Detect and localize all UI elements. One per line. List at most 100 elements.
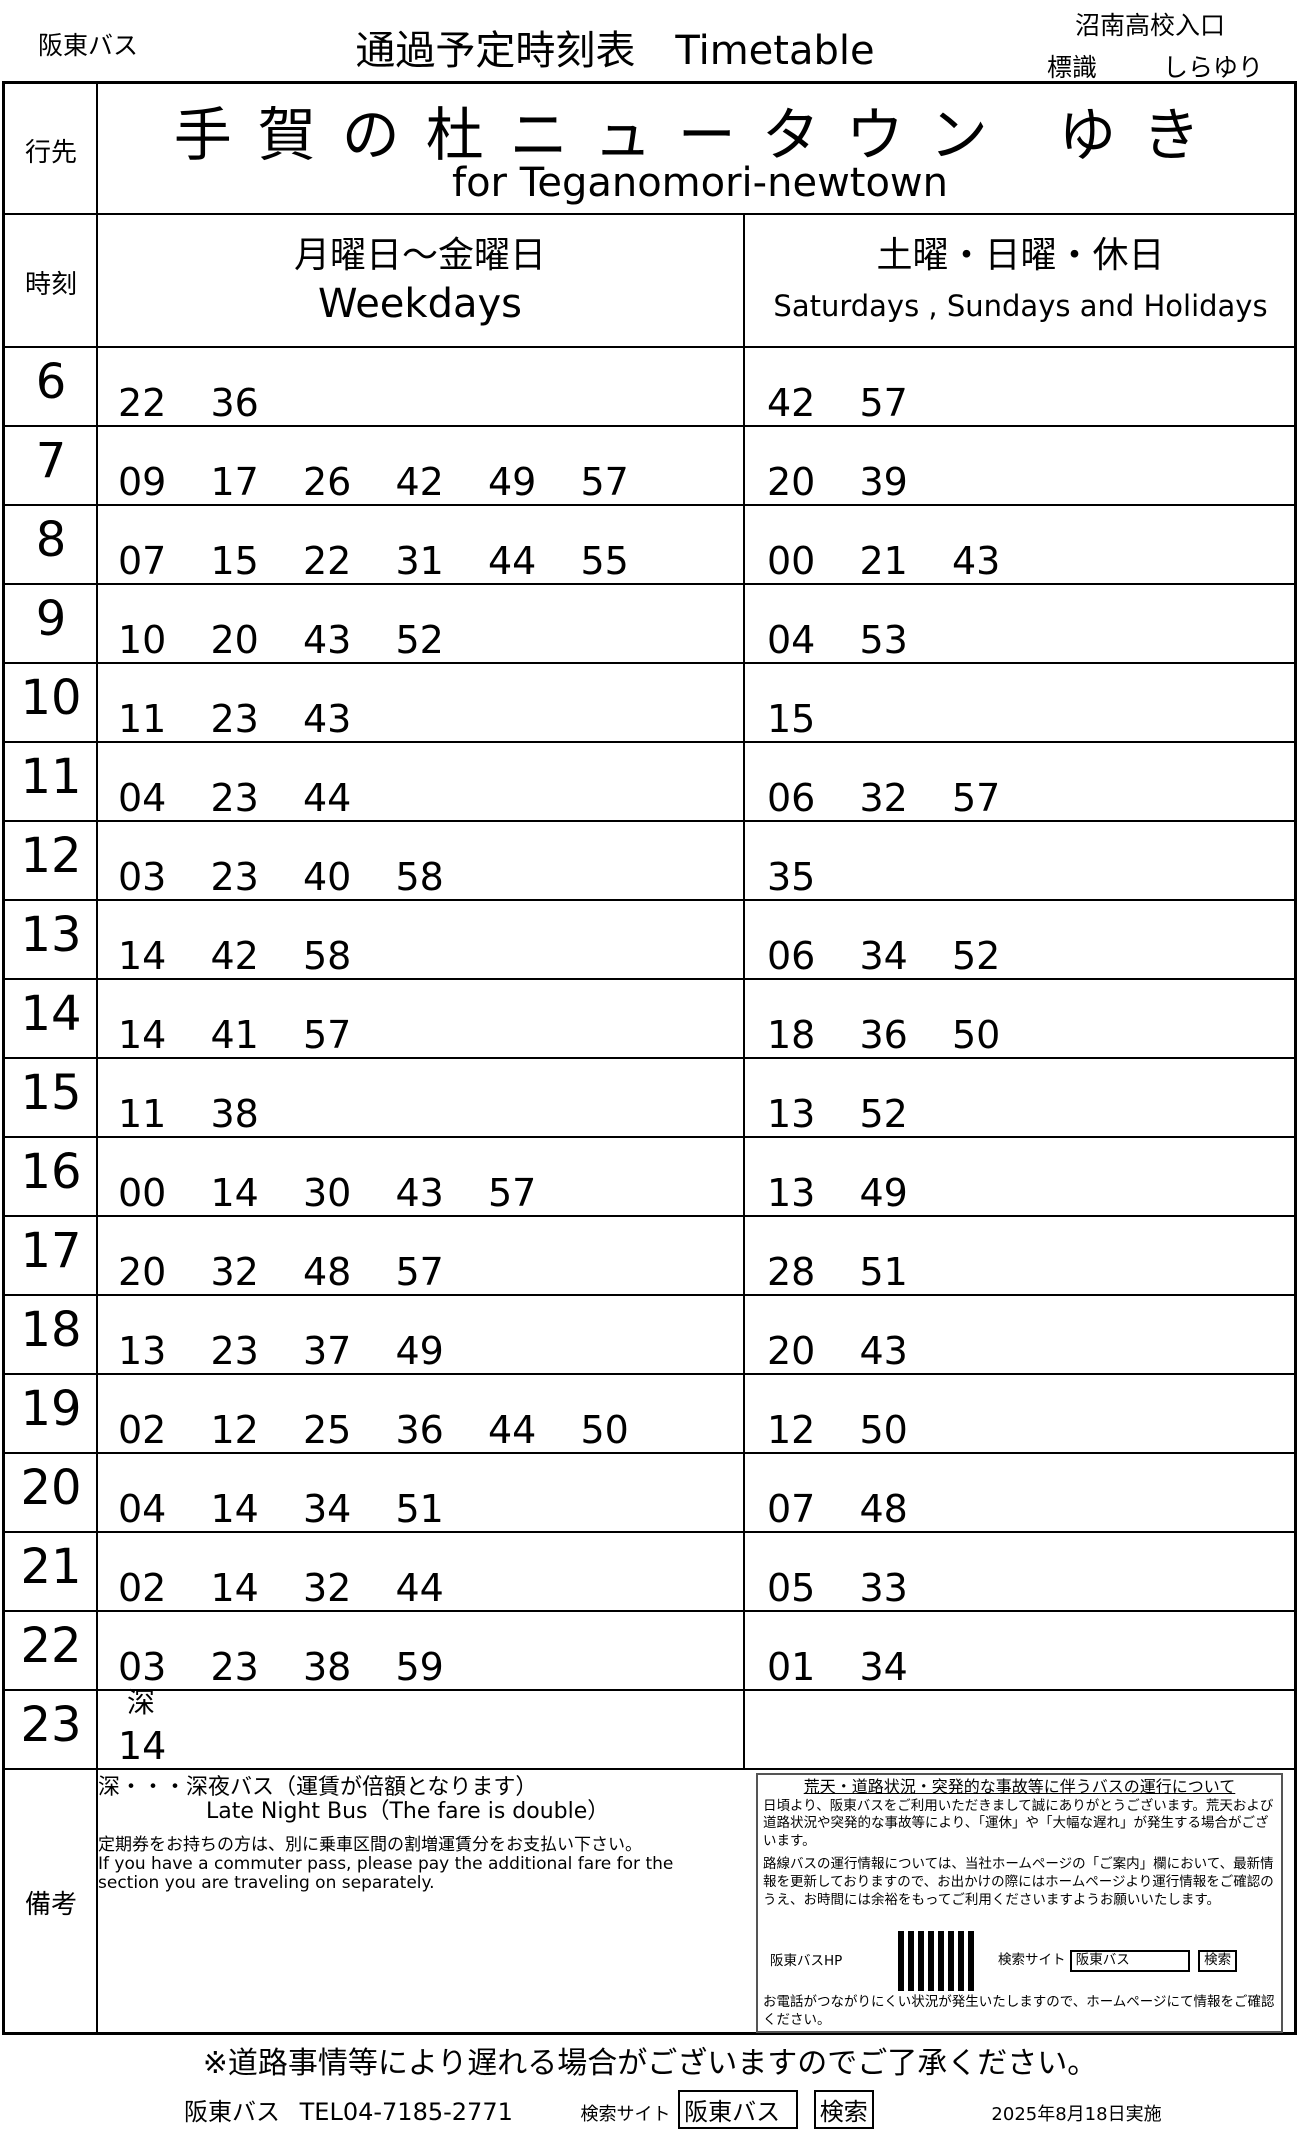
- weekday-minute: 14: [118, 934, 167, 978]
- weekday-minute: 57: [395, 1250, 444, 1294]
- hour-row: 15 11 38 13 52: [5, 1059, 1296, 1138]
- weekday-minute: 20: [210, 618, 259, 662]
- weekday-minute: 42: [395, 460, 444, 504]
- divider: [5, 213, 1296, 215]
- qr-code[interactable]: [898, 1931, 978, 1991]
- holiday-minute: 50: [859, 1408, 908, 1452]
- weekday-minute: 58: [303, 934, 352, 978]
- holiday-minute: 01: [767, 1645, 816, 1689]
- weekday-minute: 11: [118, 1092, 167, 1136]
- hour-row: 19 02 12 25 36 44 50 12 50: [5, 1375, 1296, 1454]
- weekday-minute: 26: [303, 460, 352, 504]
- hour-label: 19: [20, 1381, 82, 1437]
- hour-label: 9: [35, 591, 67, 647]
- holiday-minute: 42: [767, 381, 816, 425]
- hour-label: 15: [20, 1065, 82, 1121]
- weekday-minute: 30: [303, 1171, 352, 1215]
- holiday-minute: 13: [767, 1092, 816, 1136]
- hour-row: 21 02 14 32 44 05 33: [5, 1533, 1296, 1612]
- holiday-header-en: Saturdays , Sundays and Holidays: [773, 289, 1268, 323]
- weekday-minute: 14: [210, 1566, 259, 1610]
- info-paragraph-2: 路線バスの運行情報については、当社ホームページの「ご案内」欄において、最新情報を…: [763, 1856, 1274, 1908]
- weekday-minute: 38: [210, 1092, 259, 1136]
- page-title: 通過予定時刻表 Timetable: [355, 28, 875, 74]
- operation-info-box: 荒天・道路状況・突発的な事故等に伴うバスの運行について 日頃より、阪東バスをご利…: [756, 1773, 1283, 2033]
- pole-label: 標識: [1047, 53, 1098, 82]
- weekday-minute: 02: [118, 1408, 167, 1452]
- holiday-minute: 57: [952, 776, 1001, 820]
- timetable: 行先 時刻 備考 手賀の杜ニュータウン ゆき for Teganomori-ne…: [2, 81, 1297, 2035]
- remarks-label: 備考: [24, 1890, 77, 1920]
- weekday-header-en: Weekdays: [317, 281, 522, 327]
- weekday-minute: 36: [395, 1408, 444, 1452]
- footer: 阪東バス TEL04-7185-2771 検索サイト 阪東バス 検索 2025年…: [184, 2090, 1284, 2129]
- weekday-minute: 13: [118, 1329, 167, 1373]
- weekday-minute: 14: [118, 1013, 167, 1057]
- destination-label: 行先: [24, 138, 77, 168]
- holiday-minute: 34: [859, 1645, 908, 1689]
- hour-row: 14 14 41 57 18 36 50: [5, 980, 1296, 1059]
- weekday-minute: 22: [118, 381, 167, 425]
- weekday-minute: 00: [118, 1171, 167, 1215]
- hour-label: 11: [20, 749, 82, 805]
- hour-row: 7 09 17 26 42 49 57 20 39: [5, 427, 1296, 506]
- hour-row: 17 20 32 48 57 28 51: [5, 1217, 1296, 1296]
- pass-note-jp: 定期券をお持ちの方は、別に乗車区間の割増運賃分をお支払い下さい。: [98, 1835, 642, 1856]
- weekday-minute: 40: [303, 855, 352, 899]
- weekday-minute: 23: [210, 697, 259, 741]
- weekday-minute: 17: [210, 460, 259, 504]
- holiday-minute: 13: [767, 1171, 816, 1215]
- hour-row: 11 04 23 44 06 32 57: [5, 743, 1296, 822]
- divider: [5, 346, 1296, 348]
- weekday-minute: 09: [118, 460, 167, 504]
- holiday-minute: 43: [952, 539, 1001, 583]
- holiday-minute: 05: [767, 1566, 816, 1610]
- holiday-minute: 35: [767, 855, 816, 899]
- hour-label: 18: [20, 1302, 82, 1358]
- weekday-minute: 10: [118, 618, 167, 662]
- weekday-minute: 04: [118, 1487, 167, 1531]
- holiday-minute: 53: [859, 618, 908, 662]
- footer-search-button: 検索: [813, 2090, 874, 2129]
- weekday-minute: 42: [210, 934, 259, 978]
- info-title: 荒天・道路状況・突発的な事故等に伴うバスの運行について: [803, 1777, 1236, 1796]
- holiday-minute: 28: [767, 1250, 816, 1294]
- weekday-minute: 14: [118, 1724, 167, 1768]
- holiday-minute: 12: [767, 1408, 816, 1452]
- holiday-minute: 07: [767, 1487, 816, 1531]
- weekday-minute: 38: [303, 1645, 352, 1689]
- stop-name: 沼南高校入口: [1075, 11, 1226, 40]
- weekday-minute: 43: [303, 697, 352, 741]
- holiday-minute: 21: [859, 539, 908, 583]
- weekday-minute: 23: [210, 855, 259, 899]
- weekday-minute: 57: [488, 1171, 537, 1215]
- company-name: 阪東バス: [38, 31, 139, 60]
- weekday-minute: 43: [303, 618, 352, 662]
- weekday-minute: 22: [303, 539, 352, 583]
- footer-search-box: 阪東バス: [678, 2090, 799, 2129]
- weekday-minute: 31: [395, 539, 444, 583]
- hour-label: 10: [20, 670, 82, 726]
- holiday-minute: 00: [767, 539, 816, 583]
- weekday-minute: 15: [210, 539, 259, 583]
- weekday-minute: 03: [118, 855, 167, 899]
- hour-row: 22 03 23 38 59 01 34: [5, 1612, 1296, 1691]
- hour-row: 23 14 深: [5, 1686, 1296, 1770]
- weekday-minute: 34: [303, 1487, 352, 1531]
- holiday-minute: 52: [859, 1092, 908, 1136]
- footer-tel: TEL04-7185-2771: [299, 2098, 513, 2126]
- weekday-minute: 43: [395, 1171, 444, 1215]
- weekday-minute: 49: [488, 460, 537, 504]
- weekday-minute: 51: [395, 1487, 444, 1531]
- late-night-note-en: Late Night Bus（The fare is double）: [206, 1799, 610, 1825]
- holiday-minute: 50: [952, 1013, 1001, 1057]
- weekday-minute: 57: [580, 460, 629, 504]
- hour-row: 18 13 23 37 49 20 43: [5, 1296, 1296, 1375]
- holiday-minute: 06: [767, 934, 816, 978]
- late-night-mark: 深: [127, 1686, 156, 1719]
- weekday-minute: 23: [210, 776, 259, 820]
- pole-name: しらゆり: [1163, 53, 1264, 82]
- weekday-minute: 52: [395, 618, 444, 662]
- weekday-minute: 14: [210, 1487, 259, 1531]
- hour-row: 12 03 23 40 58 35: [5, 822, 1296, 901]
